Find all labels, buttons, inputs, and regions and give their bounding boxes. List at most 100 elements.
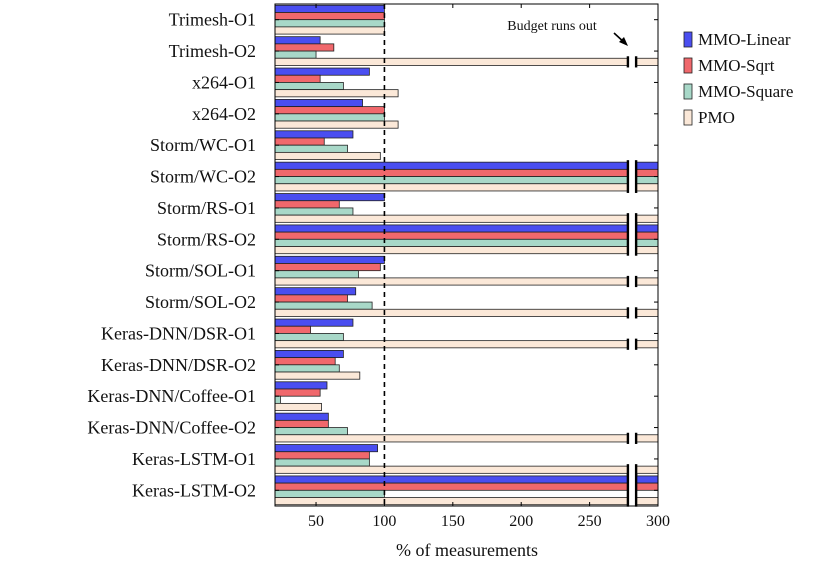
bar-pmo-x264-o1	[274, 89, 399, 98]
annotation-arrowhead	[619, 37, 628, 46]
bar-mmo-square-storm-wc-o2	[274, 176, 659, 185]
bar-pmo-keras-dnn-coffee-o2	[274, 434, 659, 443]
axis-break-gap-storm-sol-o2	[628, 307, 636, 319]
bar-mmo-sqrt-keras-lstm-o2	[274, 482, 659, 491]
axis-break-gap-keras-dnn-coffee-o2	[628, 432, 636, 444]
legend-swatch-mmo-linear	[683, 31, 693, 48]
legend-label-mmo-square: MMO-Square	[698, 82, 793, 101]
bar-mmo-square-x264-o1	[274, 82, 344, 91]
category-label-trimesh-o1: Trimesh-O1	[169, 10, 256, 30]
category-label-storm-rs-o1: Storm/RS-O1	[157, 198, 256, 218]
bar-pmo-trimesh-o1	[274, 26, 385, 35]
bar-pmo-keras-dnn-coffee-o1	[274, 402, 322, 411]
bar-mmo-linear-keras-dnn-dsr-o2	[274, 350, 344, 359]
axis-break-gap-keras-lstm-o1	[628, 464, 636, 476]
legend-swatch-mmo-square	[683, 83, 693, 100]
category-label-storm-wc-o1: Storm/WC-O1	[150, 135, 256, 155]
legend-label-mmo-linear: MMO-Linear	[698, 30, 791, 49]
bar-mmo-linear-trimesh-o1	[274, 4, 385, 13]
x-tick-label-250: 250	[578, 513, 602, 530]
bar-pmo-trimesh-o2	[274, 57, 659, 66]
bar-mmo-sqrt-trimesh-o2	[274, 43, 335, 52]
bar-mmo-square-trimesh-o2	[274, 50, 317, 59]
bar-pmo-storm-wc-o2	[274, 183, 659, 192]
bar-mmo-linear-storm-rs-o1	[274, 193, 385, 202]
category-label-x264-o2: x264-O2	[192, 104, 256, 124]
legend-swatch-pmo	[683, 109, 693, 126]
axis-break-gap-storm-rs-o1	[628, 213, 636, 225]
bar-mmo-square-storm-sol-o2	[274, 301, 373, 310]
bar-mmo-linear-storm-wc-o2	[274, 161, 659, 170]
annotation-group: Budget runs out	[507, 19, 628, 46]
x-axis-ticks: 50 100 150 200 250 300	[308, 4, 670, 530]
bar-mmo-linear-keras-dnn-dsr-o1	[274, 318, 354, 327]
bar-mmo-sqrt-storm-rs-o1	[274, 200, 340, 209]
axis-break-gap-storm-sol-o1	[628, 275, 636, 288]
bar-pmo-keras-dnn-dsr-o1	[274, 340, 659, 349]
bar-mmo-sqrt-keras-dnn-coffee-o2	[274, 419, 329, 428]
bar-mmo-square-keras-lstm-o1	[274, 458, 370, 467]
category-labels: Trimesh-O1 Trimesh-O2 x264-O1 x264-O2 Storm/…	[87, 10, 256, 501]
axis-break-gap-keras-lstm-o2	[628, 473, 636, 507]
category-label-keras-dnn-dsr-o2: Keras-DNN/DSR-O2	[101, 355, 256, 375]
bar-pmo-keras-lstm-o2	[274, 497, 659, 506]
bar-mmo-linear-trimesh-o2	[274, 36, 321, 45]
bar-layer	[274, 4, 659, 506]
category-label-keras-dnn-coffee-o1: Keras-DNN/Coffee-O1	[87, 386, 256, 406]
bar-mmo-sqrt-storm-wc-o1	[274, 137, 325, 146]
bar-mmo-sqrt-trimesh-o1	[274, 12, 385, 21]
bar-mmo-sqrt-keras-lstm-o1	[274, 451, 370, 460]
bar-mmo-square-storm-wc-o1	[274, 144, 348, 153]
bar-mmo-square-keras-lstm-o2	[274, 489, 385, 498]
bar-mmo-square-x264-o2	[274, 113, 385, 122]
bar-mmo-square-trimesh-o1	[274, 19, 385, 28]
bar-mmo-sqrt-keras-dnn-dsr-o2	[274, 357, 336, 366]
bar-mmo-linear-keras-dnn-coffee-o2	[274, 412, 329, 421]
bar-mmo-square-storm-rs-o2	[274, 238, 659, 247]
category-label-storm-sol-o2: Storm/SOL-O2	[145, 292, 256, 312]
x-tick-label-150: 150	[441, 513, 465, 530]
category-label-storm-sol-o1: Storm/SOL-O1	[145, 261, 256, 281]
category-label-keras-dnn-dsr-o1: Keras-DNN/DSR-O1	[101, 323, 256, 343]
axis-break-gap-keras-dnn-dsr-o1	[628, 338, 636, 350]
axis-break-gap-trimesh-o2	[628, 56, 636, 68]
bar-mmo-square-keras-dnn-coffee-o1	[274, 395, 281, 404]
bar-pmo-keras-dnn-dsr-o2	[274, 371, 361, 380]
bar-pmo-storm-sol-o1	[274, 277, 659, 286]
bar-pmo-x264-o2	[274, 120, 399, 129]
bar-mmo-square-keras-dnn-dsr-o1	[274, 333, 344, 342]
legend: MMO-Linear MMO-Sqrt MMO-Square PMO	[683, 30, 793, 127]
category-label-trimesh-o2: Trimesh-O2	[169, 41, 256, 61]
bar-mmo-sqrt-keras-dnn-dsr-o1	[274, 325, 311, 334]
bar-mmo-sqrt-storm-sol-o2	[274, 294, 348, 303]
axis-break-gap-storm-wc-o2	[628, 160, 636, 193]
bar-pmo-storm-rs-o1	[274, 214, 659, 223]
legend-label-pmo: PMO	[698, 108, 735, 127]
bar-mmo-sqrt-x264-o2	[274, 106, 385, 115]
bar-mmo-sqrt-keras-dnn-coffee-o1	[274, 388, 321, 397]
bar-mmo-square-storm-rs-o1	[274, 207, 354, 216]
bar-mmo-linear-storm-wc-o1	[274, 130, 354, 139]
bar-mmo-sqrt-storm-wc-o2	[274, 168, 659, 177]
bar-mmo-linear-x264-o1	[274, 67, 370, 76]
bar-mmo-sqrt-x264-o1	[274, 74, 321, 83]
x-axis-title: % of measurements	[396, 540, 538, 560]
bar-pmo-keras-lstm-o1	[274, 465, 659, 474]
bar-mmo-linear-x264-o2	[274, 99, 363, 108]
bar-mmo-linear-storm-sol-o2	[274, 287, 357, 296]
bar-mmo-square-keras-dnn-coffee-o2	[274, 427, 348, 436]
legend-swatch-mmo-sqrt	[683, 57, 693, 74]
bar-mmo-linear-storm-sol-o1	[274, 255, 385, 264]
axis-frame	[274, 3, 659, 507]
bar-pmo-storm-sol-o2	[274, 308, 659, 317]
legend-label-mmo-sqrt: MMO-Sqrt	[698, 56, 775, 75]
category-label-x264-o1: x264-O1	[192, 72, 256, 92]
axis-break-layer	[626, 56, 638, 507]
category-label-storm-rs-o2: Storm/RS-O2	[157, 229, 256, 249]
category-label-keras-dnn-coffee-o2: Keras-DNN/Coffee-O2	[87, 418, 256, 438]
annotation-budget-runs-out: Budget runs out	[507, 19, 597, 34]
x-tick-label-100: 100	[372, 513, 396, 530]
axis-break-gap-storm-rs-o2	[628, 222, 636, 256]
category-label-keras-lstm-o2: Keras-LSTM-O2	[132, 480, 256, 500]
